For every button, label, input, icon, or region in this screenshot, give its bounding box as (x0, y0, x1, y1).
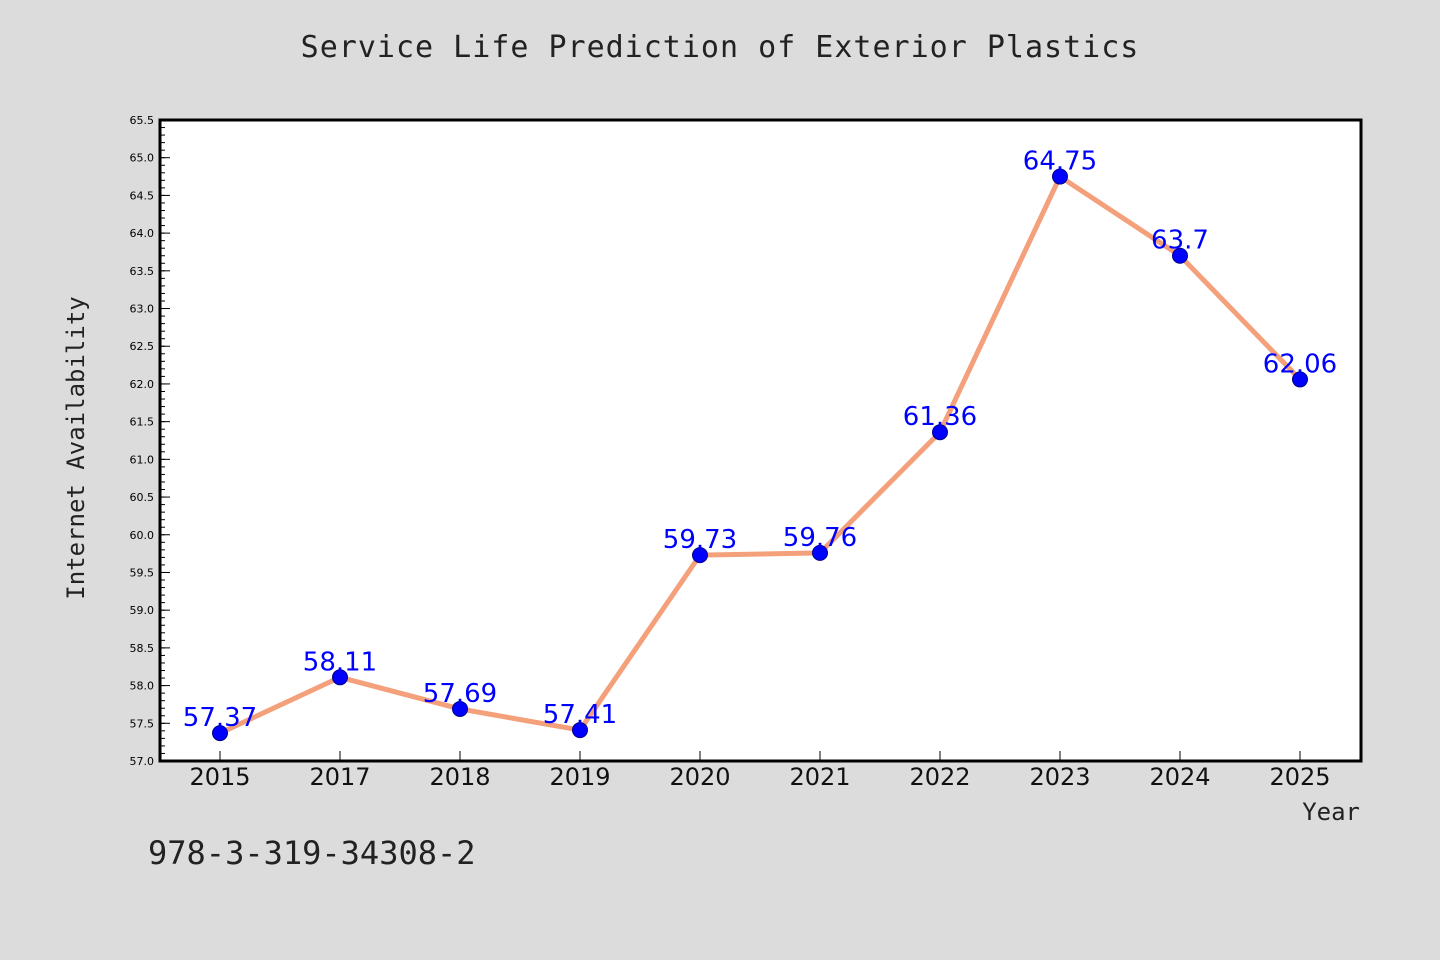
series-line (218, 174, 1302, 736)
data-point (1052, 168, 1068, 185)
data-point (1172, 247, 1188, 264)
y-tick-label: 58.5 (130, 642, 155, 655)
x-tick-label: 2023 (1029, 763, 1090, 791)
y-tick-label: 65.5 (130, 114, 155, 127)
y-axis-label: Internet Availability (62, 296, 90, 599)
y-tick-label: 60.0 (130, 529, 155, 542)
data-label: 64.75 (1023, 147, 1097, 177)
data-label: 63.7 (1151, 226, 1209, 256)
data-label: 59.73 (663, 525, 737, 555)
data-point (212, 725, 228, 742)
x-tick-label: 2019 (549, 763, 610, 791)
y-tick-label: 65.0 (130, 152, 155, 165)
x-axis: 2015 2017 2018 2019 2020 2021 2022 2023 2024 2025 (189, 751, 1331, 791)
data-point (452, 700, 468, 717)
x-tick-label: 2020 (669, 763, 730, 791)
y-tick-label: 60.5 (130, 491, 155, 504)
x-tick-label: 2025 (1269, 763, 1330, 791)
x-tick-label: 2015 (189, 763, 250, 791)
data-label: 57.41 (543, 700, 617, 730)
x-tick-label: 2018 (429, 763, 490, 791)
data-point (812, 544, 828, 561)
data-label: 62.06 (1263, 349, 1337, 379)
y-tick-label: 59.0 (130, 604, 155, 617)
y-tick-label: 61.0 (130, 453, 155, 466)
data-label: 61.36 (903, 402, 977, 432)
data-point (1292, 371, 1308, 388)
y-tick-label: 62.0 (130, 378, 155, 391)
plot-area (158, 118, 1363, 763)
y-tick-label: 63.5 (130, 265, 155, 278)
y-tick-label: 57.0 (130, 755, 155, 768)
data-point (932, 424, 948, 441)
data-point (692, 547, 708, 564)
chart-title: Service Life Prediction of Exterior Plas… (300, 30, 1140, 65)
data-label: 57.69 (423, 679, 497, 709)
x-axis-label: Year (1302, 798, 1360, 826)
y-tick-label: 59.5 (130, 566, 155, 579)
data-point (572, 722, 588, 739)
y-tick-label: 58.0 (130, 680, 155, 693)
series-group: 57.37 58.11 57.69 57.41 59.73 59.76 61.36 64.75… (183, 147, 1337, 742)
y-tick-label: 64.0 (130, 227, 155, 240)
x-tick-label: 2022 (909, 763, 970, 791)
data-label: 59.76 (783, 523, 857, 553)
data-point (332, 669, 348, 686)
y-tick-label: 57.5 (130, 717, 155, 730)
y-tick-label: 64.5 (130, 189, 155, 202)
y-axis: 57.0 57.5 58.0 58.5 59.0 59.5 60.0 60.5 61.0 61.5… (130, 114, 170, 768)
data-label: 58.11 (303, 647, 377, 677)
x-tick-label: 2017 (309, 763, 370, 791)
data-label: 57.37 (183, 703, 257, 733)
x-tick-label: 2021 (789, 763, 850, 791)
y-tick-label: 63.0 (130, 303, 155, 316)
y-tick-label: 61.5 (130, 416, 155, 429)
y-tick-label: 62.5 (130, 340, 155, 353)
x-tick-label: 2024 (1149, 763, 1210, 791)
footnote-text: 978-3-319-34308-2 (148, 834, 476, 872)
